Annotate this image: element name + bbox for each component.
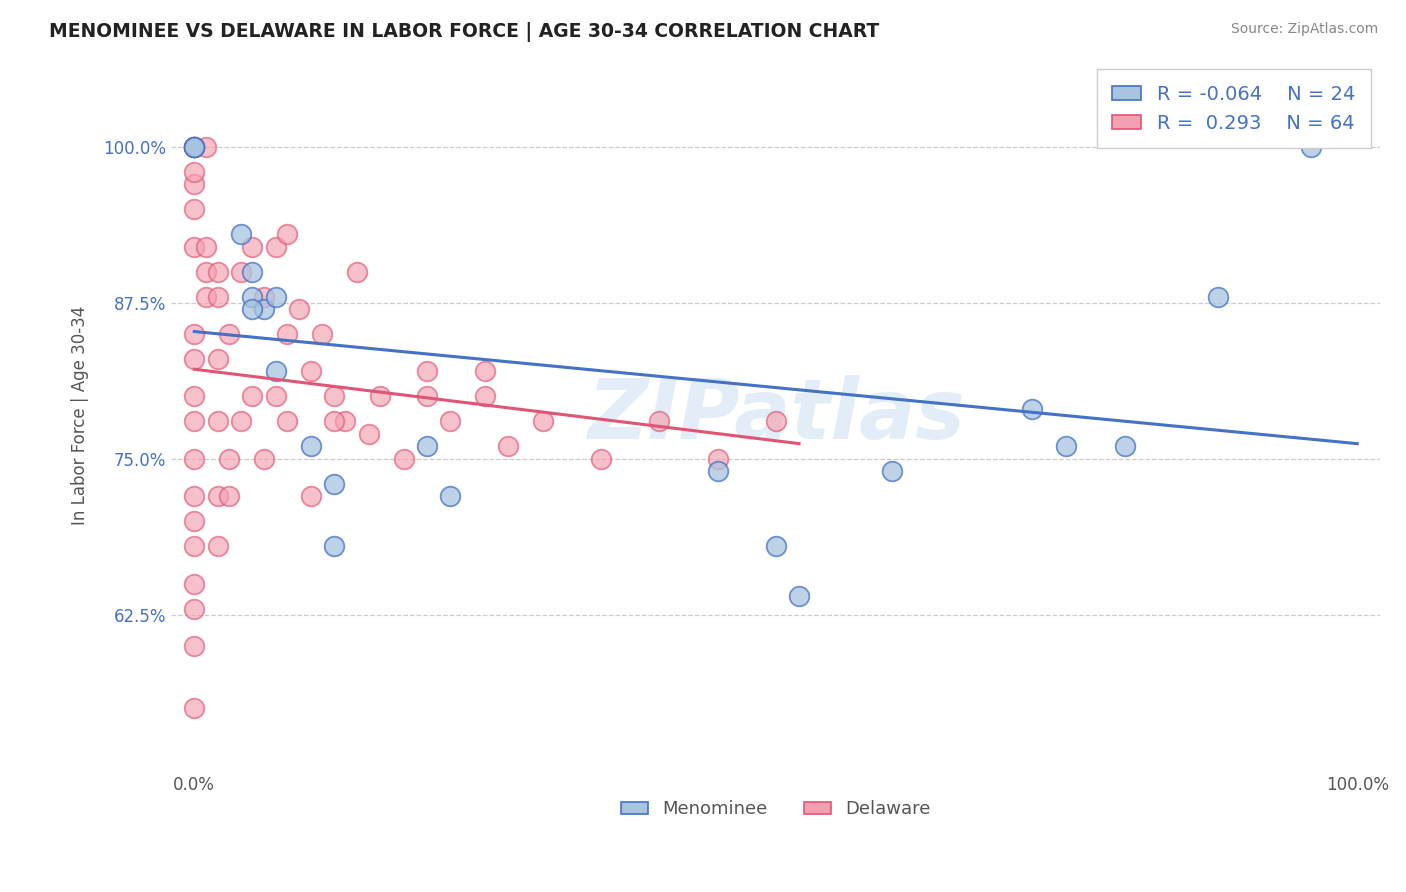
Point (706, 464, 728, 478)
Point (183, 140, 205, 154)
Point (299, 364, 322, 378)
Point (183, 701, 205, 715)
Point (194, 265, 217, 279)
Point (416, 364, 439, 378)
Point (194, 240, 217, 254)
Point (242, 389, 264, 403)
Point (264, 389, 287, 403)
Point (194, 290, 217, 304)
Point (276, 227, 298, 242)
Point (207, 265, 229, 279)
Point (183, 327, 205, 342)
Point (229, 265, 252, 279)
Point (276, 414, 298, 428)
Point (183, 165, 205, 179)
Point (706, 451, 728, 466)
Point (183, 601, 205, 615)
Point (264, 290, 287, 304)
Point (1021, 401, 1043, 416)
Point (194, 140, 217, 154)
Point (416, 389, 439, 403)
Point (229, 414, 252, 428)
Point (183, 539, 205, 553)
Point (276, 327, 298, 342)
Point (253, 451, 276, 466)
Point (322, 389, 344, 403)
Point (335, 414, 357, 428)
Point (207, 539, 229, 553)
Point (1056, 439, 1078, 453)
Point (392, 451, 415, 466)
Point (183, 178, 205, 192)
Point (253, 302, 276, 317)
Point (183, 389, 205, 403)
Point (183, 351, 205, 366)
Point (183, 489, 205, 503)
Point (765, 539, 787, 553)
Point (322, 414, 344, 428)
Text: MENOMINEE VS DELAWARE IN LABOR FORCE | AGE 30-34 CORRELATION CHART: MENOMINEE VS DELAWARE IN LABOR FORCE | A… (49, 22, 880, 42)
Point (765, 414, 787, 428)
Point (496, 439, 519, 453)
Point (322, 539, 344, 553)
Point (1299, 140, 1322, 154)
Point (183, 576, 205, 591)
Text: ZIPatlas: ZIPatlas (586, 375, 965, 456)
Point (439, 489, 461, 503)
Point (311, 327, 333, 342)
Point (591, 451, 613, 466)
Point (439, 414, 461, 428)
Y-axis label: In Labor Force | Age 30-34: In Labor Force | Age 30-34 (72, 306, 89, 524)
Point (207, 414, 229, 428)
Point (531, 414, 554, 428)
Point (288, 302, 311, 317)
Point (183, 140, 205, 154)
Point (880, 464, 903, 478)
Text: Source: ZipAtlas.com: Source: ZipAtlas.com (1230, 22, 1378, 37)
Point (229, 227, 252, 242)
Legend: Menominee, Delaware: Menominee, Delaware (613, 793, 938, 826)
Point (1206, 290, 1229, 304)
Point (368, 389, 391, 403)
Point (183, 140, 205, 154)
Point (183, 140, 205, 154)
Point (299, 489, 322, 503)
Point (474, 364, 496, 378)
Point (183, 240, 205, 254)
Point (207, 351, 229, 366)
Point (242, 290, 264, 304)
Point (218, 327, 240, 342)
Point (183, 514, 205, 528)
Point (207, 290, 229, 304)
Point (357, 426, 380, 441)
Point (787, 589, 810, 603)
Point (299, 439, 322, 453)
Point (242, 240, 264, 254)
Point (218, 451, 240, 466)
Point (264, 240, 287, 254)
Point (322, 476, 344, 491)
Point (416, 439, 439, 453)
Point (1114, 439, 1136, 453)
Point (346, 265, 368, 279)
Point (183, 451, 205, 466)
Point (242, 265, 264, 279)
Point (183, 202, 205, 217)
Point (264, 364, 287, 378)
Point (183, 414, 205, 428)
Point (242, 302, 264, 317)
Point (207, 489, 229, 503)
Point (218, 489, 240, 503)
Point (253, 290, 276, 304)
Point (648, 414, 671, 428)
Point (183, 639, 205, 653)
Point (474, 389, 496, 403)
Point (183, 140, 205, 154)
